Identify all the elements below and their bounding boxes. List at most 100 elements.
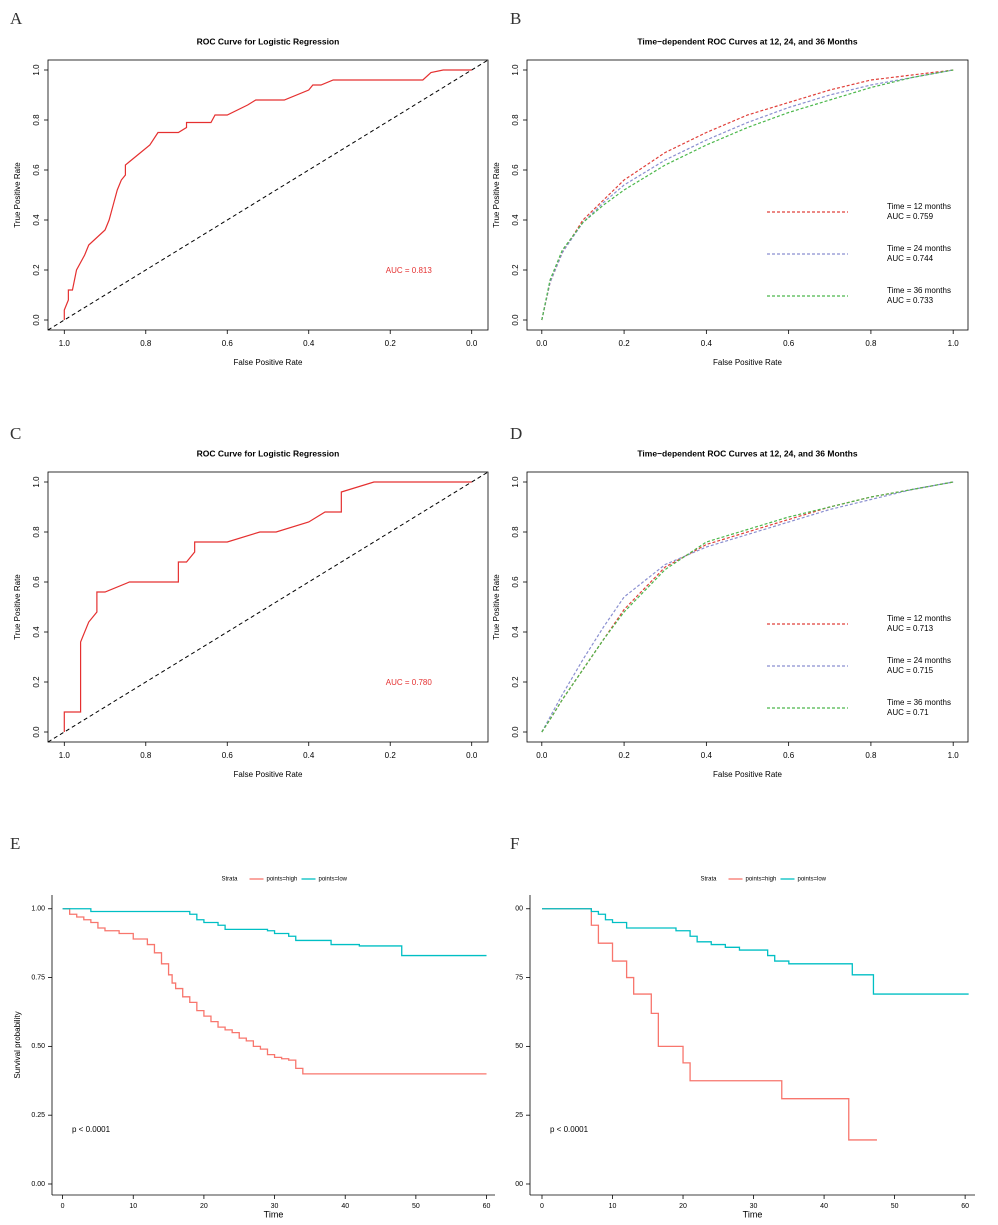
y-tick-label: 00 <box>515 906 523 913</box>
x-tick-label: 20 <box>200 1203 208 1210</box>
y-tick-label: 1.00 <box>31 906 45 913</box>
chart-title: Time−dependent ROC Curves at 12, 24, and… <box>637 36 857 46</box>
x-tick-label: 40 <box>341 1203 349 1210</box>
y-tick-label: 0.8 <box>32 526 41 538</box>
x-axis-label: False Positive Rate <box>713 770 782 779</box>
series-line <box>541 69 954 321</box>
series-line <box>541 481 954 733</box>
y-tick-label: 0.4 <box>511 214 520 226</box>
x-axis-label: False Positive Rate <box>234 358 303 367</box>
reference-diagonal <box>47 59 489 331</box>
legend-title: Strata <box>701 877 718 883</box>
x-tick-label: 0.6 <box>783 339 795 348</box>
y-tick-label: 50 <box>515 1043 523 1050</box>
legend-label: Time = 36 months <box>887 286 951 295</box>
y-tick-label: 0.75 <box>31 974 45 981</box>
x-tick-label: 0.4 <box>303 751 315 760</box>
x-tick-label: 1.0 <box>59 339 71 348</box>
y-tick-label: 0.6 <box>511 164 520 176</box>
x-tick-label: 0.0 <box>466 339 478 348</box>
y-axis-label: True Positive Rate <box>492 162 501 228</box>
y-tick-label: 0.6 <box>511 576 520 588</box>
x-tick-label: 0.8 <box>865 751 877 760</box>
y-tick-label: 0.2 <box>32 676 41 688</box>
legend-auc: AUC = 0.71 <box>887 708 929 717</box>
x-tick-label: 1.0 <box>948 339 960 348</box>
annotation: AUC = 0.813 <box>386 266 433 275</box>
y-tick-label: 0.0 <box>32 726 41 738</box>
y-tick-label: 0.4 <box>32 626 41 638</box>
x-axis-label: False Positive Rate <box>713 358 782 367</box>
reference-diagonal <box>47 471 489 743</box>
x-tick-label: 0.0 <box>536 339 548 348</box>
legend-label: points=low <box>798 877 827 883</box>
x-tick-label: 0.8 <box>140 339 152 348</box>
series-line <box>541 481 954 733</box>
panel-letter: D <box>510 424 522 443</box>
x-tick-label: 10 <box>129 1203 137 1210</box>
legend-auc: AUC = 0.713 <box>887 624 934 633</box>
series-line <box>541 69 954 321</box>
x-tick-label: 0.4 <box>701 339 713 348</box>
x-tick-label: 0.0 <box>466 751 478 760</box>
series-line <box>541 69 954 321</box>
y-tick-label: 0.8 <box>511 114 520 126</box>
plot-frame <box>47 59 489 331</box>
series-line <box>541 481 954 733</box>
legend-label: Time = 24 months <box>887 656 951 665</box>
legend-auc: AUC = 0.759 <box>887 212 934 221</box>
y-tick-label: 75 <box>515 974 523 981</box>
x-axis-label: Time <box>743 1209 763 1219</box>
legend-label: Time = 24 months <box>887 244 951 253</box>
legend-label: Time = 12 months <box>887 202 951 211</box>
annotation: AUC = 0.780 <box>386 678 433 687</box>
x-tick-label: 0.8 <box>140 751 152 760</box>
y-axis-label: True Positive Rate <box>13 574 22 640</box>
y-axis-label: True Positive Rate <box>492 574 501 640</box>
panel-letter: A <box>10 9 23 28</box>
legend-title: Strata <box>222 877 239 883</box>
x-tick-label: 0.4 <box>701 751 713 760</box>
legend-label: points=low <box>319 877 348 883</box>
legend-auc: AUC = 0.715 <box>887 666 934 675</box>
x-tick-label: 0.2 <box>619 751 631 760</box>
y-tick-label: 0.4 <box>511 626 520 638</box>
x-tick-label: 0.6 <box>222 751 234 760</box>
x-tick-label: 40 <box>820 1203 828 1210</box>
y-tick-label: 0.0 <box>32 314 41 326</box>
x-tick-label: 0.8 <box>865 339 877 348</box>
series-line <box>62 908 487 1075</box>
x-tick-label: 50 <box>412 1203 420 1210</box>
x-tick-label: 0 <box>540 1203 544 1210</box>
x-tick-label: 60 <box>961 1203 969 1210</box>
x-tick-label: 0.6 <box>222 339 234 348</box>
x-tick-label: 1.0 <box>948 751 960 760</box>
x-tick-label: 0.6 <box>783 751 795 760</box>
y-tick-label: 1.0 <box>32 476 41 488</box>
y-tick-label: 0.25 <box>31 1112 45 1119</box>
series-line <box>63 69 472 320</box>
y-tick-label: 0.00 <box>31 1181 45 1188</box>
x-tick-label: 0.4 <box>303 339 315 348</box>
x-tick-label: 60 <box>483 1203 491 1210</box>
y-tick-label: 00 <box>515 1181 523 1188</box>
chart-title: ROC Curve for Logistic Regression <box>197 36 340 46</box>
x-tick-label: 0.2 <box>385 751 397 760</box>
panel-letter: F <box>510 834 519 853</box>
y-tick-label: 0.50 <box>31 1043 45 1050</box>
x-tick-label: 50 <box>891 1203 899 1210</box>
series-line <box>62 908 487 957</box>
x-tick-label: 0.0 <box>536 751 548 760</box>
annotation: p < 0.0001 <box>72 1125 111 1134</box>
series-line <box>63 481 472 732</box>
y-tick-label: 0.6 <box>32 164 41 176</box>
y-tick-label: 1.0 <box>32 64 41 76</box>
plot-frame <box>47 471 489 743</box>
y-tick-label: 25 <box>515 1112 523 1119</box>
y-tick-label: 0.0 <box>511 314 520 326</box>
x-tick-label: 20 <box>679 1203 687 1210</box>
x-tick-label: 0.2 <box>619 339 631 348</box>
annotation: p < 0.0001 <box>550 1125 589 1134</box>
y-tick-label: 1.0 <box>511 476 520 488</box>
y-axis-label: Survival probability <box>13 1011 22 1078</box>
